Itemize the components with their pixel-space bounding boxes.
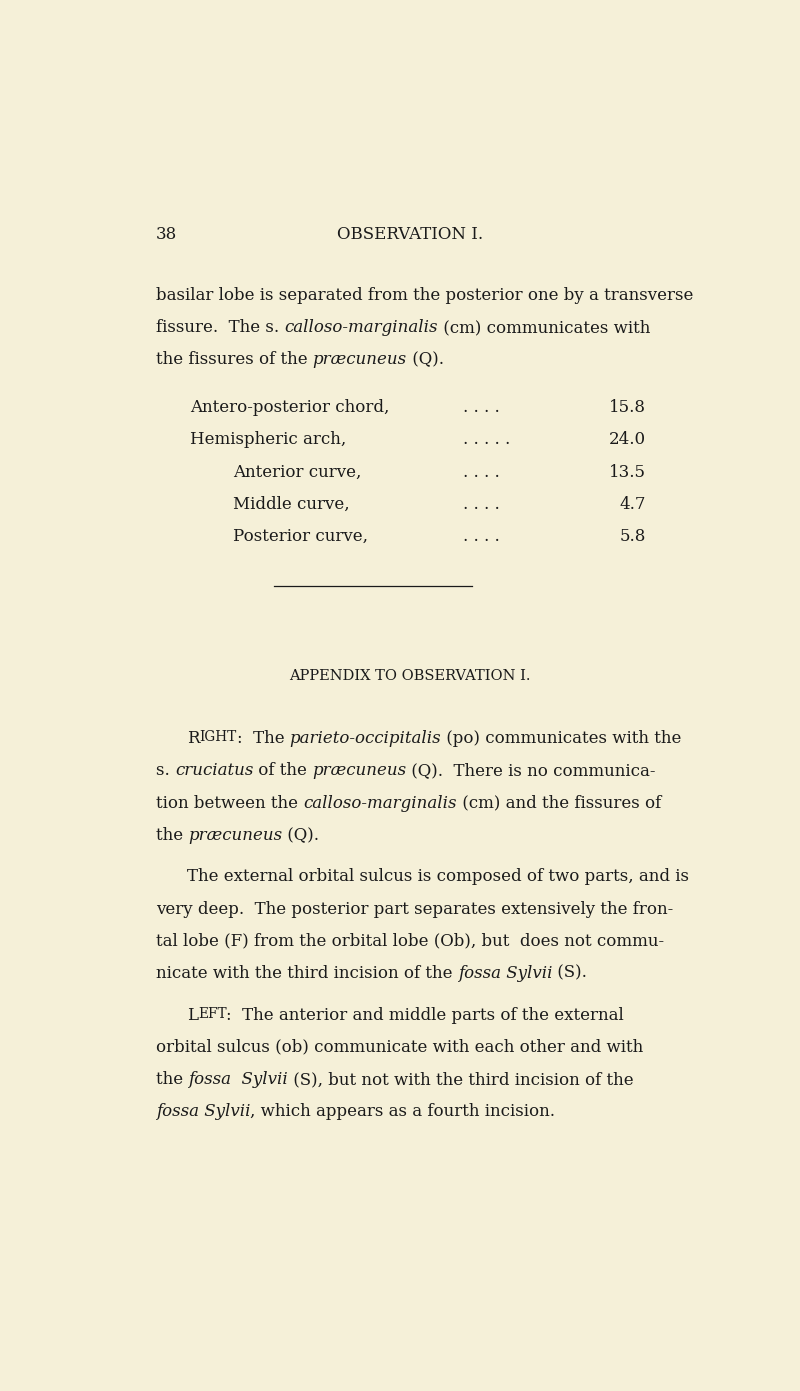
Text: (po) communicates with the: (po) communicates with the — [441, 730, 682, 747]
Text: cruciatus: cruciatus — [175, 762, 253, 779]
Text: orbital sulcus (ob) communicate with each other and with: orbital sulcus (ob) communicate with eac… — [156, 1039, 643, 1056]
Text: :  The anterior and middle parts of the external: : The anterior and middle parts of the e… — [226, 1007, 624, 1024]
Text: APPENDIX TO OBSERVATION I.: APPENDIX TO OBSERVATION I. — [290, 669, 530, 683]
Text: . . . .: . . . . — [462, 463, 499, 481]
Text: fossa Sylvii: fossa Sylvii — [156, 1103, 250, 1120]
Text: 24.0: 24.0 — [609, 431, 646, 448]
Text: fossa  Sylvii: fossa Sylvii — [188, 1071, 288, 1088]
Text: very deep.  The posterior part separates extensively the fron-: very deep. The posterior part separates … — [156, 900, 673, 918]
Text: . . . . .: . . . . . — [462, 431, 510, 448]
Text: 13.5: 13.5 — [609, 463, 646, 481]
Text: præcuneus: præcuneus — [188, 826, 282, 844]
Text: tion between the: tion between the — [156, 794, 303, 811]
Text: L: L — [187, 1007, 198, 1024]
Text: Middle curve,: Middle curve, — [234, 495, 350, 513]
Text: . . . .: . . . . — [462, 527, 499, 545]
Text: Anterior curve,: Anterior curve, — [234, 463, 362, 481]
Text: , which appears as a fourth incision.: , which appears as a fourth incision. — [250, 1103, 555, 1120]
Text: (cm) communicates with: (cm) communicates with — [438, 319, 650, 337]
Text: (Q).  There is no communica-: (Q). There is no communica- — [406, 762, 656, 779]
Text: 15.8: 15.8 — [609, 399, 646, 416]
Text: R: R — [187, 730, 199, 747]
Text: 38: 38 — [156, 225, 177, 243]
Text: 4.7: 4.7 — [619, 495, 646, 513]
Text: (S), but not with the third incision of the: (S), but not with the third incision of … — [288, 1071, 634, 1088]
Text: Posterior curve,: Posterior curve, — [234, 527, 368, 545]
Text: (cm) and the fissures of: (cm) and the fissures of — [457, 794, 661, 811]
Text: of the: of the — [253, 762, 312, 779]
Text: Hemispheric arch,: Hemispheric arch, — [190, 431, 346, 448]
Text: calloso-marginalis: calloso-marginalis — [284, 319, 438, 337]
Text: nicate with the third incision of the: nicate with the third incision of the — [156, 965, 458, 982]
Text: calloso-marginalis: calloso-marginalis — [303, 794, 457, 811]
Text: basilar lobe is separated from the posterior one by a transverse: basilar lobe is separated from the poste… — [156, 287, 693, 303]
Text: . . . .: . . . . — [462, 399, 499, 416]
Text: the fissures of the: the fissures of the — [156, 351, 313, 369]
Text: (Q).: (Q). — [407, 351, 444, 369]
Text: (S).: (S). — [552, 965, 587, 982]
Text: tal lobe (F) from the orbital lobe (Ob), but  does not commu-: tal lobe (F) from the orbital lobe (Ob),… — [156, 933, 664, 950]
Text: :  The: : The — [237, 730, 290, 747]
Text: (Q).: (Q). — [282, 826, 319, 844]
Text: the: the — [156, 826, 188, 844]
Text: IGHT: IGHT — [199, 730, 237, 744]
Text: The external orbital sulcus is composed of two parts, and is: The external orbital sulcus is composed … — [187, 868, 689, 886]
Text: . . . .: . . . . — [462, 495, 499, 513]
Text: OBSERVATION I.: OBSERVATION I. — [337, 225, 483, 243]
Text: 5.8: 5.8 — [619, 527, 646, 545]
Text: fissure.  The s.: fissure. The s. — [156, 319, 284, 337]
Text: fossa Sylvii: fossa Sylvii — [458, 965, 552, 982]
Text: præcuneus: præcuneus — [313, 351, 406, 369]
Text: the: the — [156, 1071, 188, 1088]
Text: parieto-occipitalis: parieto-occipitalis — [290, 730, 441, 747]
Text: præcuneus: præcuneus — [312, 762, 406, 779]
Text: s.: s. — [156, 762, 175, 779]
Text: Antero-posterior chord,: Antero-posterior chord, — [190, 399, 390, 416]
Text: EFT: EFT — [198, 1007, 226, 1021]
